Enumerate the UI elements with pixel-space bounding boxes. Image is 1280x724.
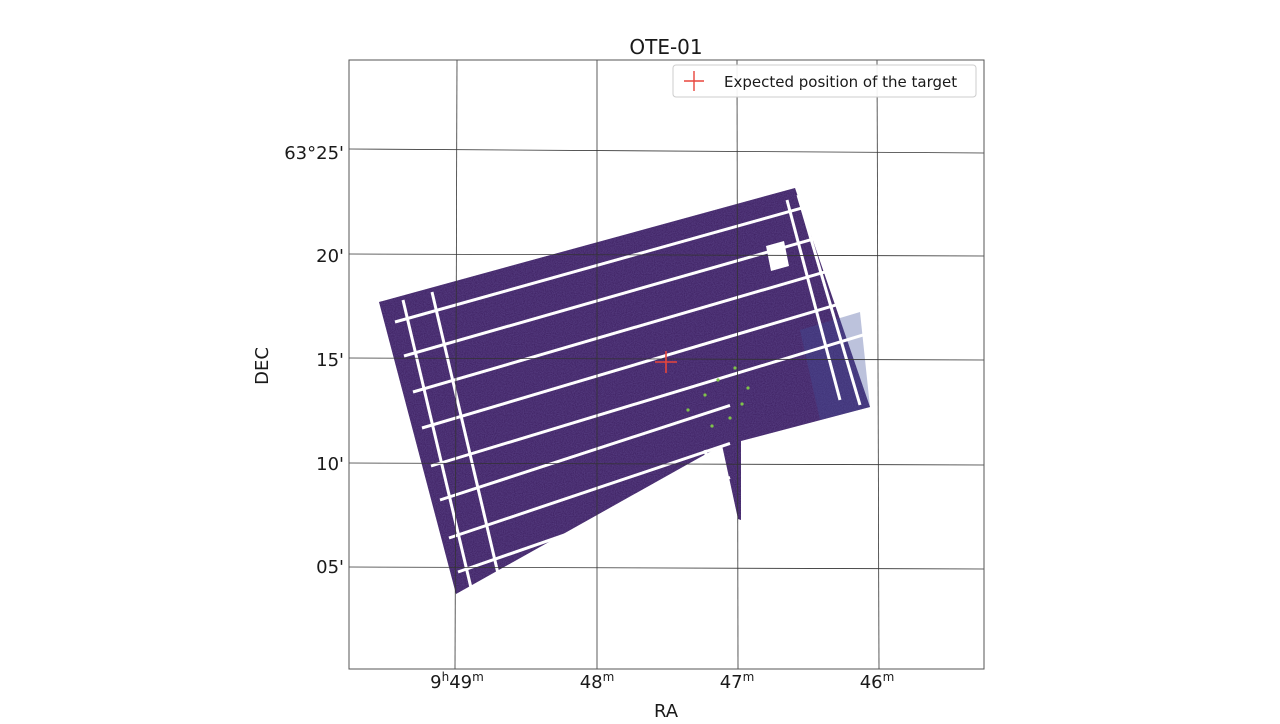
legend-box <box>672 64 977 98</box>
source-point <box>703 393 707 397</box>
source-point <box>716 378 720 382</box>
y-tick-label: 20' <box>316 246 344 267</box>
target-marker <box>655 351 677 373</box>
source-point <box>728 416 732 420</box>
y-tick-label: 05' <box>316 557 344 578</box>
chart-title: OTE-01 <box>629 35 702 59</box>
x-tick-label: 46m <box>860 670 895 693</box>
chip-gap-column <box>796 194 862 406</box>
chip-gap-row <box>457 476 731 574</box>
x-tick-label: 47m <box>720 670 755 693</box>
chip-gaps <box>394 194 865 593</box>
grid-line-ra <box>736 60 739 669</box>
source-point <box>733 366 737 370</box>
source-point <box>710 424 714 428</box>
chip-gap-row <box>430 333 865 468</box>
x-tick-label: 9h49m <box>430 670 484 693</box>
source-point <box>740 402 744 406</box>
grid-line-dec <box>349 566 984 570</box>
grid-line-dec <box>349 148 984 154</box>
grid-line-dec <box>349 462 984 466</box>
mosaic-notch <box>766 241 789 271</box>
y-axis-label: DEC <box>252 347 273 385</box>
y-tick-label: 63°25' <box>284 143 344 164</box>
source-point <box>686 408 690 412</box>
y-tick-label: 10' <box>316 454 344 475</box>
grid-line-ra <box>876 60 880 669</box>
legend-entry-target: Expected position of the target <box>724 73 957 91</box>
chip-gap-row <box>412 262 853 394</box>
grid-line-dec <box>349 253 984 257</box>
mosaic-texture <box>379 188 870 594</box>
chip-gap-column <box>703 449 724 523</box>
chip-gap-column <box>430 291 502 583</box>
legend-marker-icon <box>684 71 704 91</box>
chip-gap-row <box>439 404 731 502</box>
x-axis-label: RA <box>654 701 679 720</box>
x-tick-labels: 9h49m 48m 47m 46m <box>430 670 894 693</box>
x-tick-label: 48m <box>580 670 615 693</box>
detector-mosaic <box>379 188 870 594</box>
chip-gap-row <box>448 442 731 540</box>
chip-gap-row <box>394 195 841 324</box>
chip-gap-column <box>401 299 474 593</box>
y-tick-labels: 63°25' 20' 15' 10' 05' <box>284 143 344 578</box>
chip-gap-column <box>785 199 842 401</box>
axes-frame <box>348 59 985 670</box>
source-point <box>746 386 750 390</box>
y-tick-label: 15' <box>316 350 344 371</box>
legend: Expected position of the target <box>672 64 977 98</box>
grid <box>349 60 984 669</box>
chip-gap-row <box>421 296 859 430</box>
